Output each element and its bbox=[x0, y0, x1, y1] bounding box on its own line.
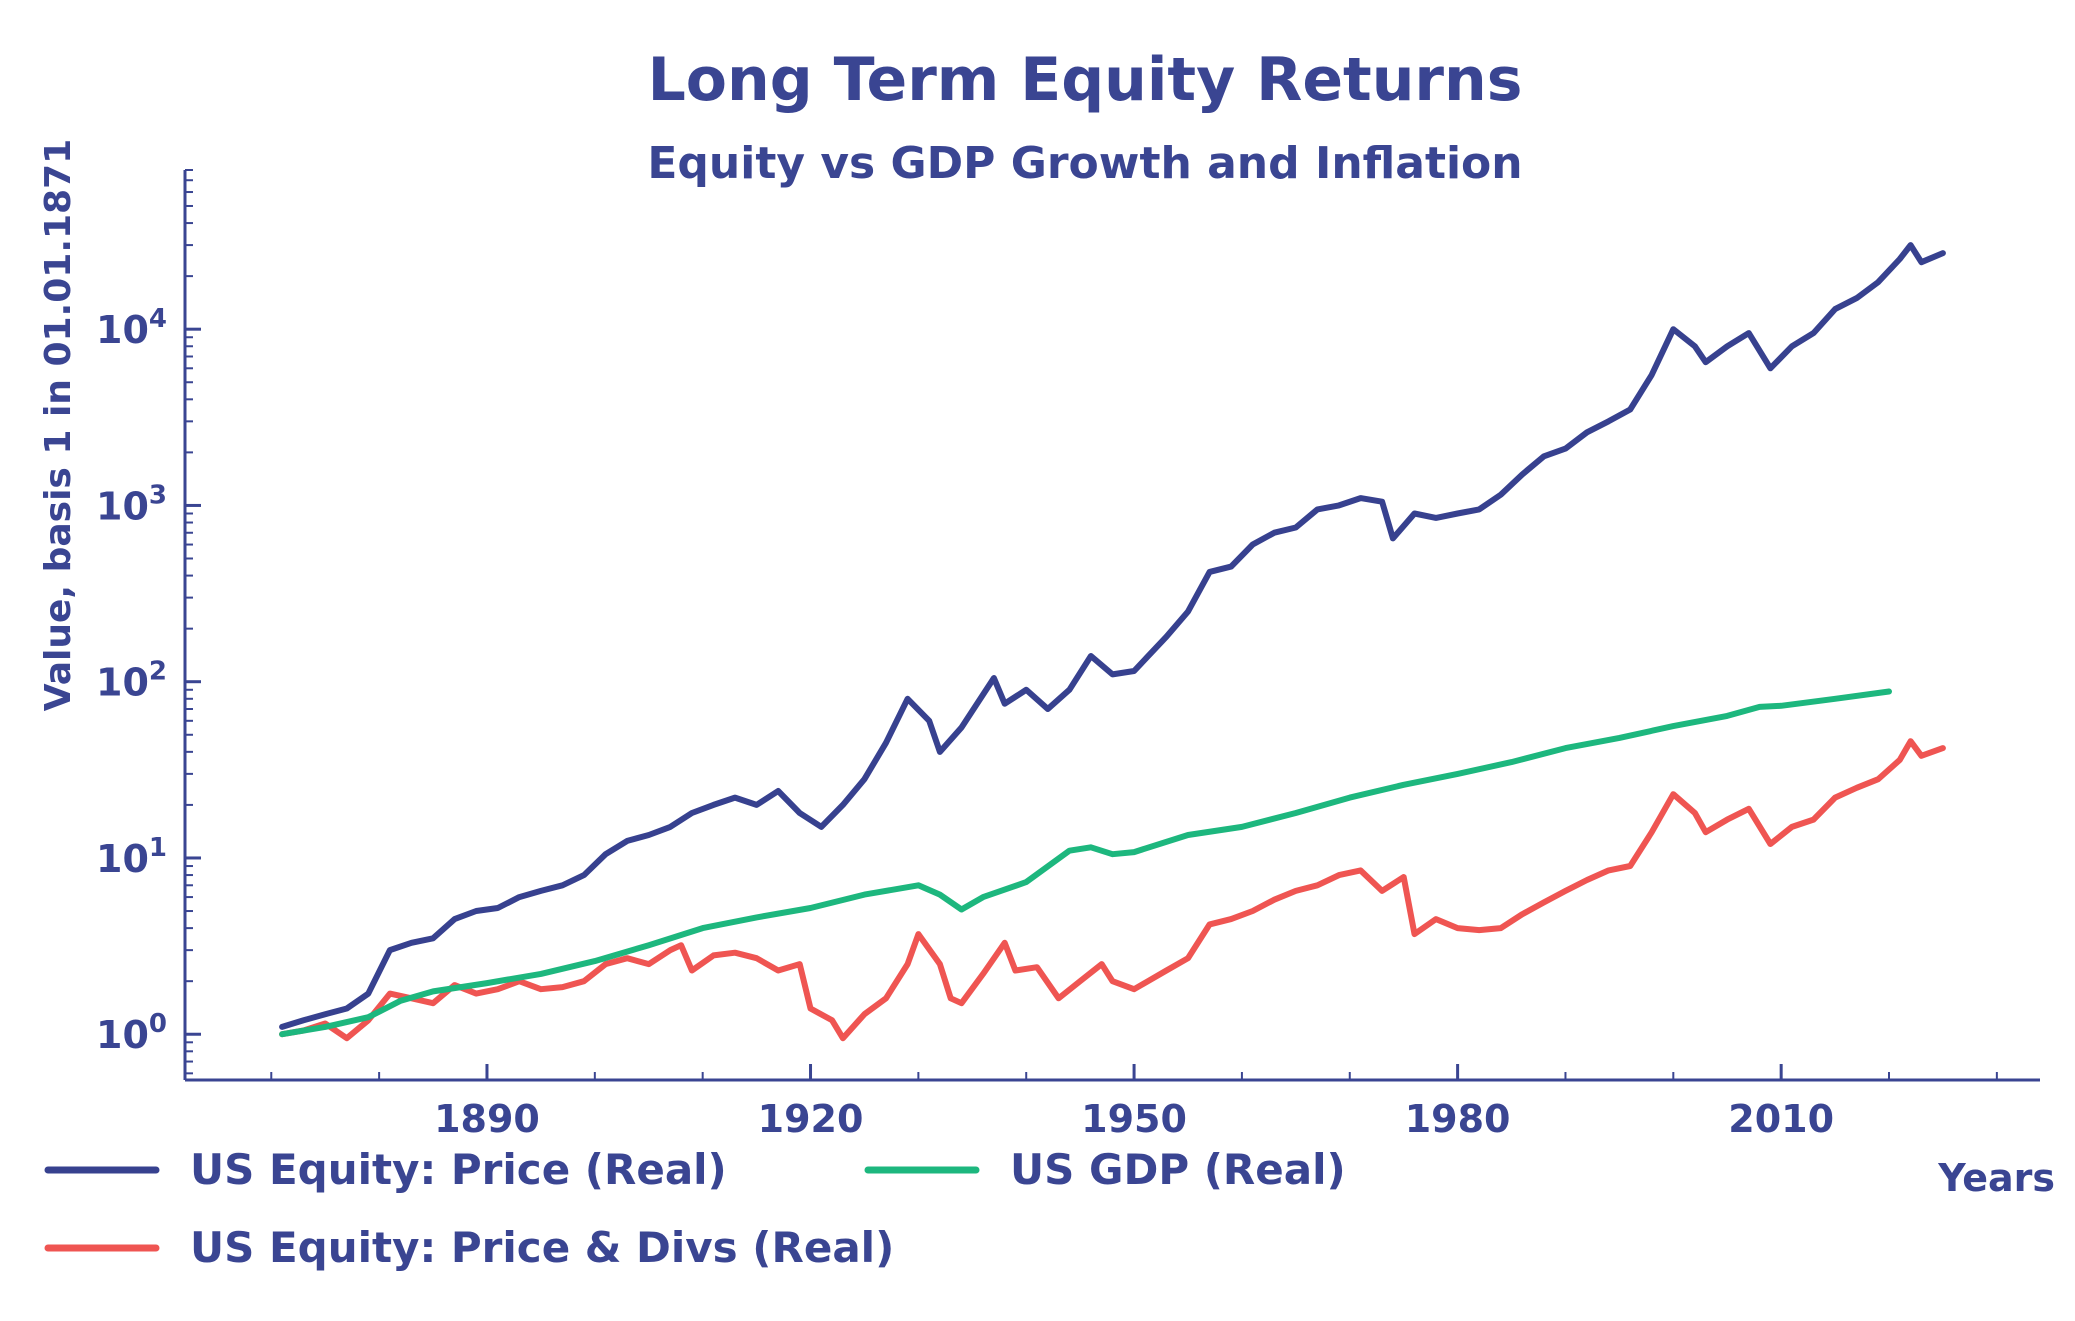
y-tick-label: 101 bbox=[96, 833, 167, 881]
x-tick-label: 1980 bbox=[1405, 1097, 1511, 1141]
x-tick-label: 2010 bbox=[1728, 1097, 1834, 1141]
series-line-2 bbox=[279, 738, 1946, 1042]
series-lines bbox=[279, 242, 1946, 1042]
axes bbox=[183, 170, 2040, 1082]
y-axis-label: Value, basis 1 in 01.01.1871 bbox=[38, 139, 79, 711]
series-line-0 bbox=[279, 242, 1946, 1030]
chart-title: Long Term Equity Returns bbox=[648, 45, 1523, 115]
axis-ticks: 100 101 102 103 104 1890 1920 1950 1980 2010 bbox=[96, 169, 1998, 1141]
x-tick-label: 1890 bbox=[434, 1097, 540, 1141]
x-axis-label: Years bbox=[1937, 1156, 2055, 1200]
legend-label-2: US Equity: Price & Divs (Real) bbox=[190, 1223, 894, 1272]
chart-subtitle: Equity vs GDP Growth and Inflation bbox=[647, 138, 1522, 189]
x-tick-label: 1950 bbox=[1081, 1097, 1187, 1141]
x-tick-label: 1920 bbox=[758, 1097, 864, 1141]
y-tick-label: 100 bbox=[96, 1009, 167, 1057]
y-tick-label: 102 bbox=[96, 657, 167, 705]
series-line-1 bbox=[279, 688, 1892, 1038]
legend-label-0: US Equity: Price (Real) bbox=[190, 1145, 727, 1194]
legend-label-1: US GDP (Real) bbox=[1010, 1145, 1346, 1194]
y-tick-label: 104 bbox=[96, 304, 167, 352]
y-tick-label: 103 bbox=[96, 480, 167, 528]
legend: US Equity: Price (Real) US GDP (Real) US E… bbox=[44, 1145, 1346, 1272]
